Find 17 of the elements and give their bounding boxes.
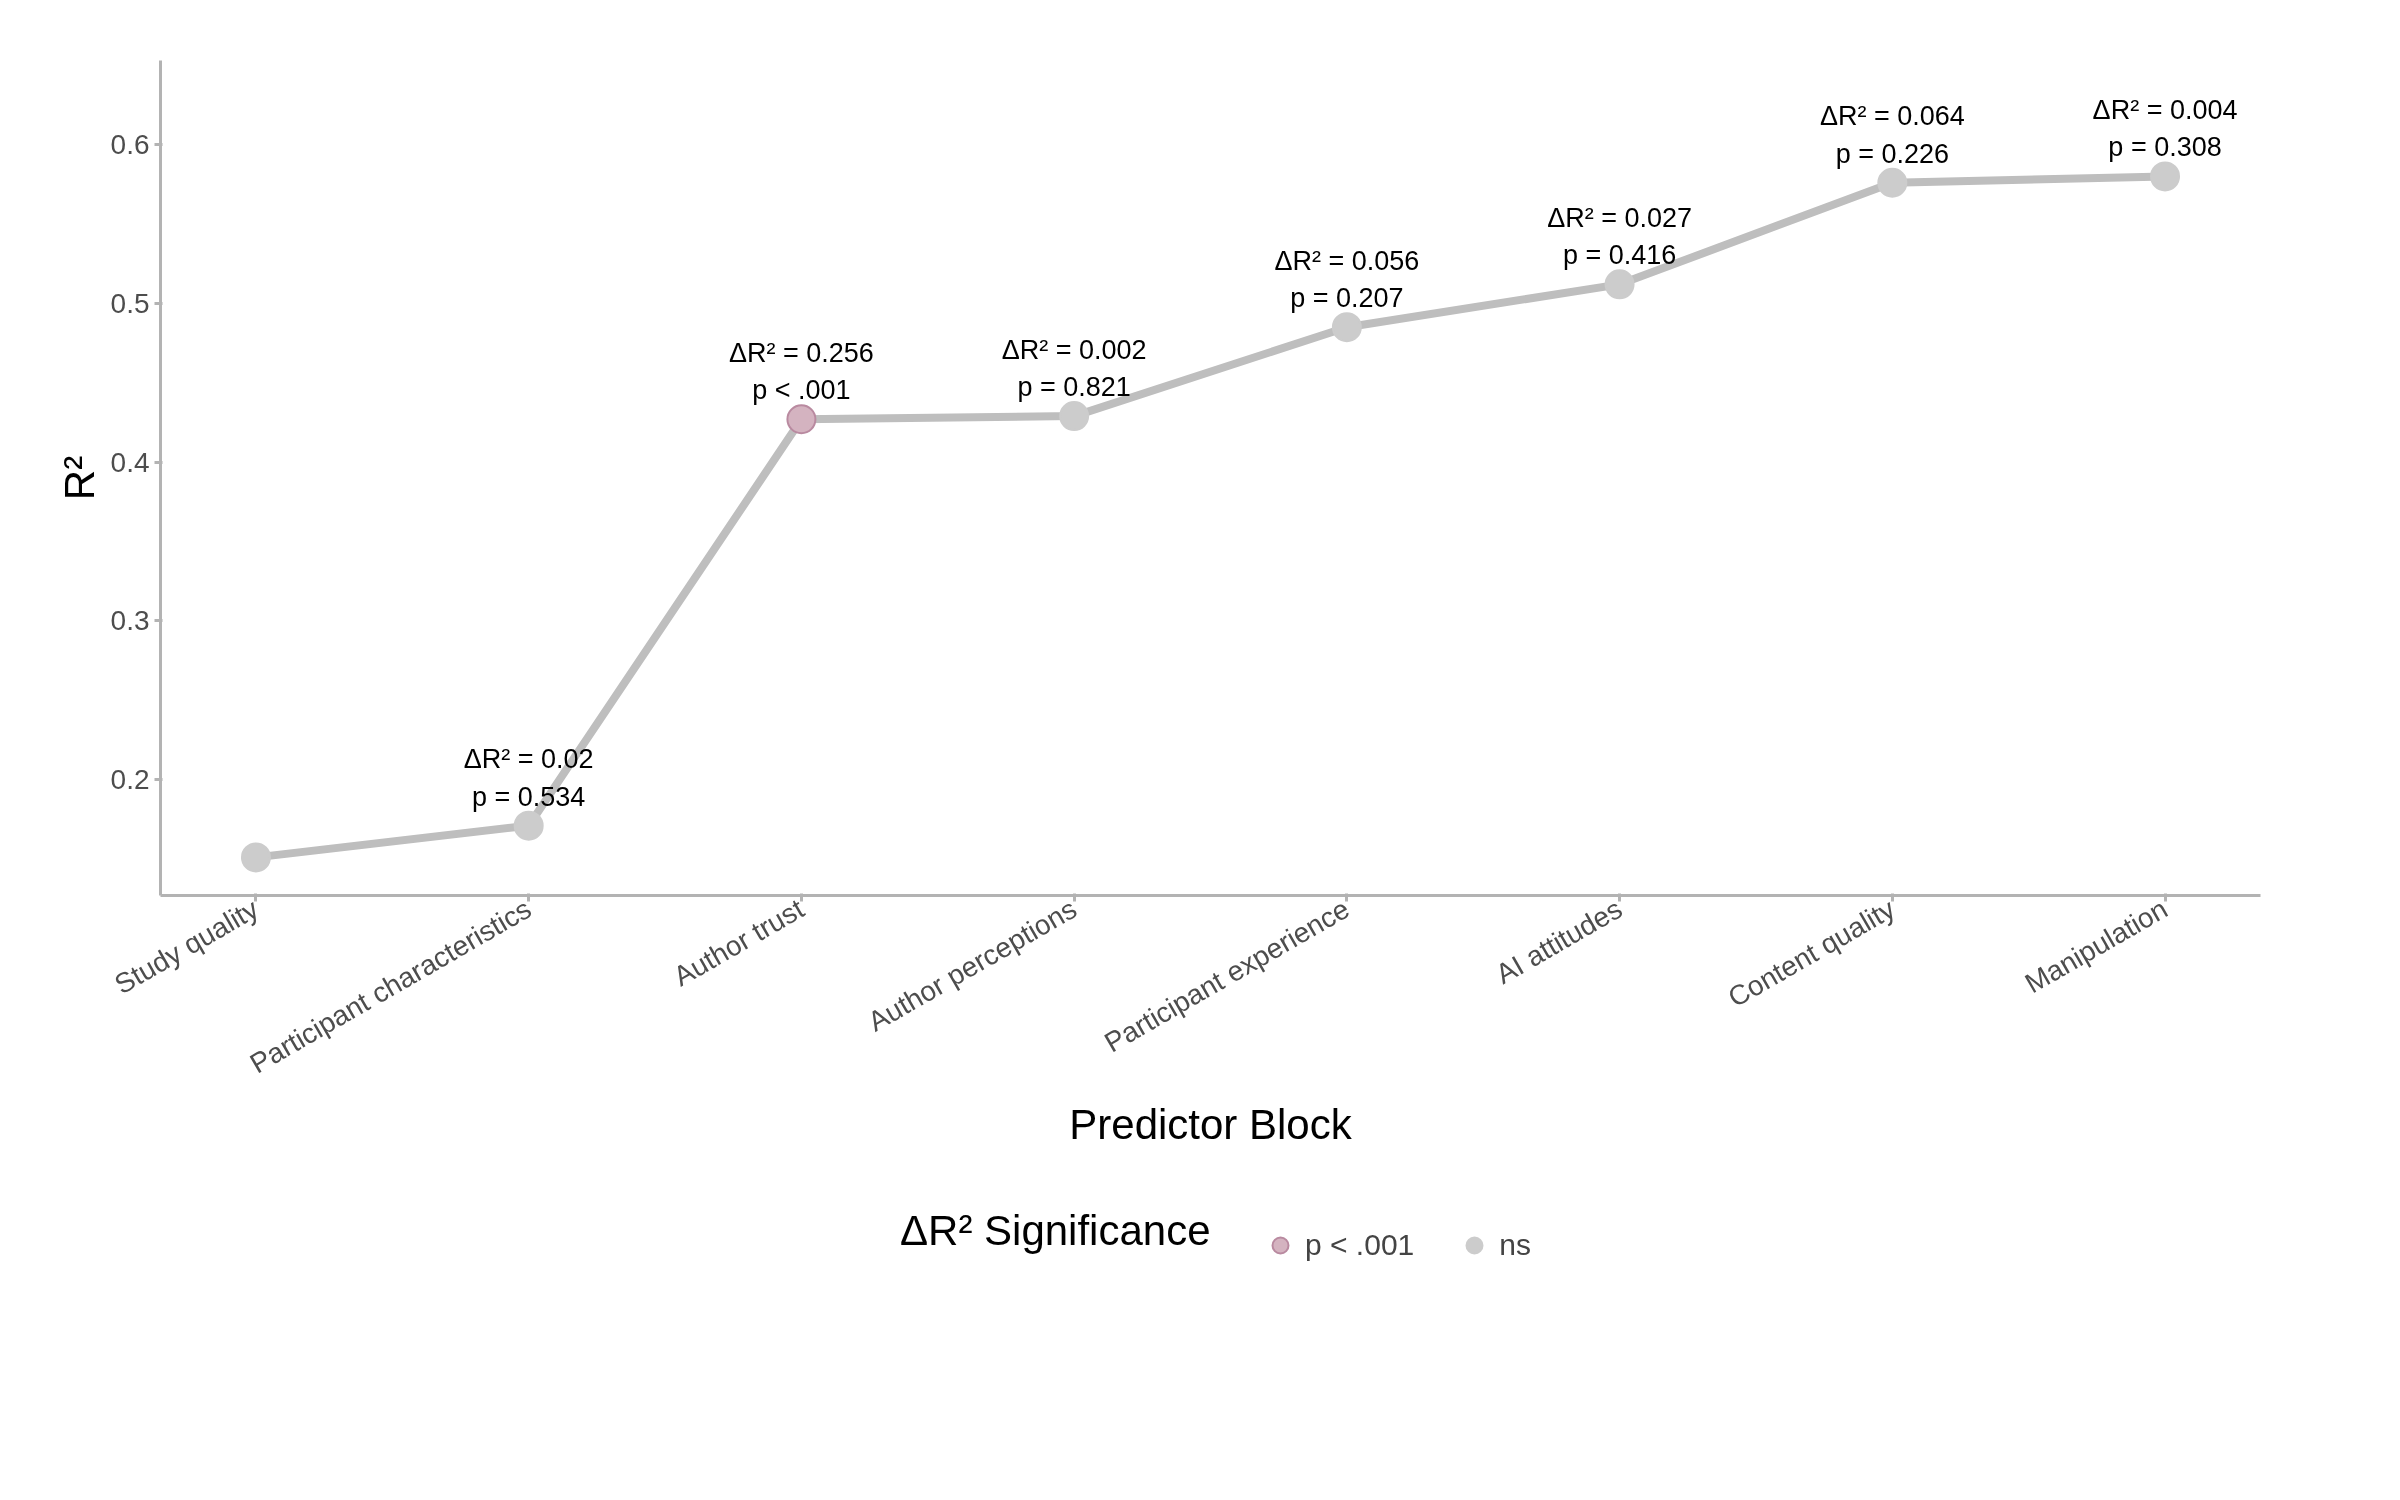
y-axis-title: R² [55,455,103,501]
annotation: ΔR² = 0.256 p < .001 [728,337,874,406]
annotation: ΔR² = 0.002 p = 0.821 [1001,334,1147,403]
y-tick-label: 0.4 [110,446,150,478]
annotation: ΔR² = 0.027 p = 0.416 [1547,202,1693,271]
annotation: ΔR² = 0.02 p = 0.534 [463,744,594,812]
x-axis-title: Predictor Block [1069,1100,1353,1148]
annotation: ΔR² = 0.004 p = 0.308 [2092,94,2238,163]
y-tick-label: 0.6 [110,129,150,161]
y-tick-label: 0.2 [110,764,150,796]
annotation: ΔR² = 0.064 p = 0.226 [1819,101,1965,169]
y-tick-label: 0.3 [110,605,150,637]
y-tick-label: 0.5 [110,287,150,319]
legend-label: p < .001 [1305,1228,1415,1262]
legend-label: ns [1499,1228,1531,1262]
annotation: ΔR² = 0.056 p = 0.207 [1274,245,1420,314]
legend-title: ΔR² Significance [899,1207,1211,1254]
